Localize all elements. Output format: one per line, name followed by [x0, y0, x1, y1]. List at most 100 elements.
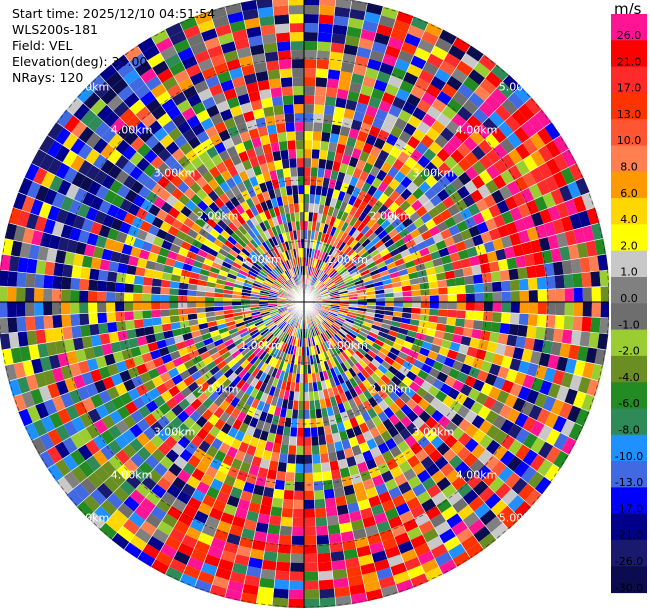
range-gate — [496, 505, 514, 523]
range-gate — [452, 232, 464, 244]
range-gate — [209, 329, 220, 338]
range-gate — [328, 338, 336, 348]
range-gate — [500, 419, 515, 435]
range-gate — [381, 91, 396, 105]
range-gate — [456, 302, 466, 311]
range-gate — [187, 302, 197, 309]
range-gate — [317, 41, 332, 52]
range-gate — [429, 294, 439, 302]
range-gate — [280, 516, 293, 527]
range-gate — [450, 149, 465, 164]
range-gate — [164, 535, 182, 551]
range-gate — [304, 553, 318, 563]
range-gate — [189, 410, 202, 423]
range-gate — [308, 328, 312, 338]
range-gate — [400, 317, 411, 325]
range-gate — [561, 329, 573, 345]
range-gate — [339, 307, 349, 312]
range-gate — [492, 302, 502, 313]
range-gate — [326, 234, 334, 245]
range-gate — [335, 263, 345, 272]
range-gate — [452, 360, 464, 372]
range-gate — [172, 328, 183, 337]
range-gate — [550, 247, 562, 263]
range-gate — [417, 193, 430, 206]
range-gate — [389, 190, 401, 202]
range-gate — [329, 226, 337, 237]
range-gate — [262, 449, 273, 461]
range-gate — [318, 435, 327, 446]
range-gate — [394, 258, 405, 267]
range-gate — [591, 302, 601, 318]
range-gate — [511, 477, 528, 495]
range-gate — [47, 382, 61, 399]
range-gate — [265, 333, 274, 343]
range-gate — [411, 302, 421, 309]
range-gate — [323, 264, 331, 273]
range-gate — [377, 364, 388, 375]
range-gate — [350, 519, 365, 531]
range-gate — [402, 71, 419, 86]
range-gate — [124, 292, 134, 302]
range-gate — [412, 404, 425, 417]
range-gate — [324, 497, 337, 508]
range-gate — [504, 115, 521, 133]
range-gate — [352, 64, 367, 76]
range-gate — [86, 357, 99, 372]
range-gate — [457, 171, 472, 186]
range-gate — [315, 269, 321, 278]
range-gate — [400, 248, 411, 259]
range-gate — [268, 515, 282, 526]
range-gate — [313, 279, 320, 288]
range-gate — [393, 291, 403, 298]
range-gate — [457, 157, 472, 172]
range-gate — [62, 437, 78, 454]
range-gate — [475, 198, 489, 213]
range-gate — [341, 324, 351, 332]
range-gate — [259, 458, 271, 470]
range-gate — [469, 458, 485, 474]
range-gate — [464, 275, 475, 286]
range-gate — [384, 297, 394, 302]
range-gate — [323, 488, 335, 499]
range-gate — [391, 66, 407, 80]
range-gate — [340, 270, 350, 278]
range-gate — [322, 177, 331, 188]
range-gate — [364, 353, 374, 363]
range-gate — [395, 11, 414, 25]
range-gate — [352, 241, 362, 252]
range-gate — [256, 360, 265, 370]
range-gate — [347, 90, 360, 103]
range-gate — [134, 504, 151, 521]
range-gate — [436, 442, 451, 456]
range-gate — [542, 192, 557, 209]
range-gate — [312, 122, 323, 132]
range-gate — [196, 302, 206, 308]
range-gate — [359, 507, 374, 520]
range-gate — [324, 341, 331, 351]
range-gate — [387, 365, 399, 376]
range-gate — [344, 213, 354, 225]
range-gate — [257, 586, 274, 598]
range-gate — [274, 479, 286, 490]
range-gate — [272, 597, 289, 608]
range-gate — [464, 409, 478, 424]
range-gate — [491, 127, 507, 144]
range-gate — [320, 308, 330, 313]
range-gate — [354, 453, 366, 465]
range-gate — [367, 362, 378, 372]
range-gate — [31, 436, 47, 455]
range-gate — [142, 293, 152, 302]
range-gate — [279, 322, 287, 330]
range-gate — [343, 145, 355, 157]
range-gate — [415, 448, 429, 463]
range-gate — [314, 280, 321, 288]
range-gate — [380, 584, 399, 598]
range-gate — [162, 469, 177, 484]
range-gate — [329, 236, 337, 246]
range-gate — [336, 88, 349, 100]
range-gate — [322, 114, 334, 125]
range-gate — [556, 232, 569, 248]
range-gate — [430, 45, 448, 61]
range-gate — [553, 450, 569, 469]
